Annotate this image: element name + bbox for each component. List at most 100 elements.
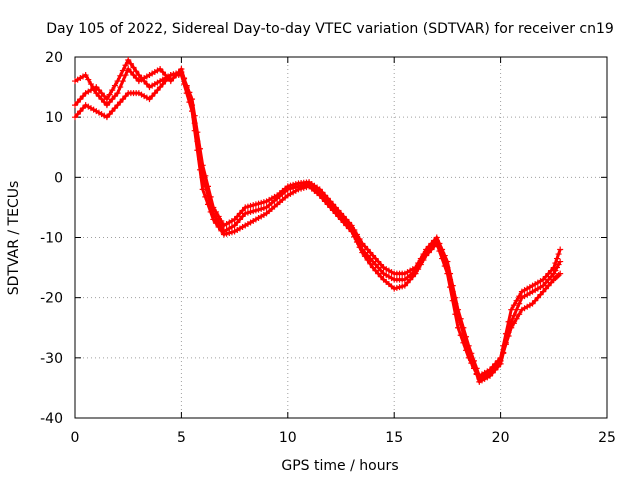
data-point <box>72 114 78 121</box>
data-point <box>90 85 97 92</box>
data-point <box>553 255 560 262</box>
data-point <box>149 93 156 100</box>
data-point <box>87 81 94 88</box>
data-point <box>377 273 384 280</box>
data-point <box>364 257 371 264</box>
data-point <box>545 282 552 289</box>
data-point <box>111 82 118 89</box>
data-point <box>361 253 368 260</box>
data-point <box>502 341 509 348</box>
data-point <box>122 62 129 69</box>
data-point <box>239 207 246 214</box>
data-point <box>319 195 326 202</box>
data-point <box>555 251 562 258</box>
data-point <box>407 276 414 283</box>
data-point <box>98 90 105 97</box>
data-point <box>220 231 227 238</box>
data-point <box>449 297 456 304</box>
data-point <box>114 78 121 85</box>
data-point <box>157 66 164 73</box>
data-point <box>428 246 435 253</box>
data-point <box>508 306 515 313</box>
data-point <box>244 203 251 210</box>
data-point <box>537 291 544 298</box>
data-point <box>460 339 467 346</box>
grid-lines <box>75 57 607 418</box>
data-point <box>234 219 241 226</box>
data-point <box>425 249 432 256</box>
data-point <box>77 96 84 103</box>
data-point <box>133 75 140 82</box>
x-tick-label: 15 <box>385 430 403 446</box>
data-point <box>250 208 257 215</box>
data-point <box>441 263 448 270</box>
data-point <box>367 260 374 267</box>
data-point <box>457 332 464 339</box>
data-point <box>375 264 382 271</box>
data-point <box>117 72 124 79</box>
data-point <box>79 105 86 112</box>
data-point <box>239 213 246 220</box>
y-tick-label: -30 <box>40 351 63 367</box>
data-point <box>133 68 140 75</box>
data-point <box>252 201 259 208</box>
x-tick-label: 5 <box>177 430 186 446</box>
data-point <box>513 315 520 322</box>
data-point <box>473 370 480 377</box>
data-point <box>377 267 384 274</box>
data-point <box>529 300 536 307</box>
data-point <box>114 90 121 97</box>
data-point <box>557 270 564 277</box>
data-point <box>236 216 243 223</box>
data-point <box>494 360 501 367</box>
data-point <box>228 229 235 236</box>
data-point <box>250 202 257 209</box>
data-point <box>117 99 124 106</box>
data-point <box>557 258 564 265</box>
data-point <box>117 84 124 91</box>
data-point <box>532 297 539 304</box>
data-point <box>486 369 493 376</box>
data-point <box>391 285 398 292</box>
data-point <box>420 257 427 264</box>
x-axis-label: GPS time / hours <box>281 458 398 474</box>
data-point <box>247 202 254 209</box>
series-3 <box>72 72 564 382</box>
data-point <box>335 213 342 220</box>
data-point <box>351 233 358 240</box>
data-point <box>343 222 350 229</box>
data-point <box>542 285 549 292</box>
data-point <box>125 57 132 64</box>
data-point <box>452 311 459 318</box>
data-point <box>210 216 217 223</box>
data-point <box>215 223 222 230</box>
data-point <box>74 99 81 106</box>
data-point <box>93 90 100 97</box>
data-point <box>130 64 137 71</box>
data-point <box>122 93 129 100</box>
data-point <box>255 206 262 213</box>
y-tick-label: -20 <box>40 291 63 307</box>
data-point <box>194 147 201 154</box>
data-point <box>513 297 520 304</box>
data-point <box>186 99 193 106</box>
data-point <box>542 273 549 280</box>
data-point <box>244 209 251 216</box>
data-point <box>534 294 541 301</box>
data-point <box>106 91 113 98</box>
data-point <box>316 192 323 199</box>
data-point <box>545 270 552 277</box>
data-point <box>178 72 185 79</box>
x-tick-label: 20 <box>492 430 510 446</box>
data-point <box>119 67 126 74</box>
data-point <box>114 102 121 109</box>
data-point <box>231 222 238 229</box>
data-point <box>377 261 384 268</box>
data-point <box>226 229 233 236</box>
data-point <box>510 312 517 319</box>
data-point <box>436 248 443 255</box>
data-point <box>417 261 424 268</box>
data-point <box>122 72 129 79</box>
data-point <box>557 246 564 253</box>
